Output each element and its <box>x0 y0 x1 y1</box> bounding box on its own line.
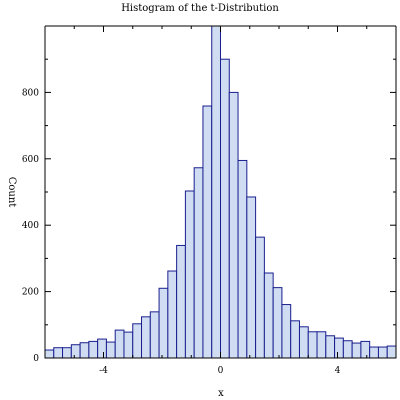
histogram-bar-3 <box>70 344 81 359</box>
histogram-bar-9 <box>123 331 134 359</box>
histogram-bar-2 <box>62 347 72 359</box>
axes-group: -4 0 4 0 200 400 600 800 <box>22 25 397 376</box>
chart-title: Histogram of the t-Distribution <box>121 3 279 14</box>
y-tick-label: 400 <box>22 221 39 231</box>
histogram-bar-13 <box>158 287 169 359</box>
histogram-bar-10 <box>132 323 143 359</box>
histogram-bar-1 <box>53 347 64 359</box>
histogram-bar-5 <box>88 340 99 359</box>
y-tick-label: 200 <box>22 288 39 298</box>
histogram-bar-26 <box>272 287 283 359</box>
histogram-bar-34 <box>342 340 353 359</box>
y-tick-label: 600 <box>22 155 39 165</box>
histogram-bar-38 <box>377 346 388 359</box>
histogram-bar-36 <box>360 340 371 359</box>
histogram-bar-12 <box>149 311 160 359</box>
x-axis-label: x <box>218 388 224 399</box>
histogram-bar-25 <box>263 272 274 359</box>
bars-group <box>44 25 397 359</box>
histogram-bar-27 <box>281 304 292 359</box>
x-tick-label: -4 <box>99 366 108 376</box>
y-tick-label: 800 <box>22 88 39 98</box>
histogram-bar-31 <box>316 331 327 359</box>
histogram-bar-11 <box>141 316 151 359</box>
histogram-bar-7 <box>105 341 116 359</box>
histogram-bar-8 <box>114 329 125 359</box>
histogram-bar-23 <box>246 196 257 359</box>
histogram-bar-30 <box>307 331 318 359</box>
histogram-bar-28 <box>290 320 300 359</box>
histogram-bar-16 <box>184 190 195 359</box>
histogram-bar-17 <box>193 167 204 359</box>
histogram-bar-29 <box>298 326 309 359</box>
histogram-bar-0 <box>44 349 55 359</box>
histogram-bar-22 <box>237 159 248 359</box>
histogram-bar-4 <box>79 342 90 359</box>
histogram-bar-37 <box>369 346 379 359</box>
x-tick-label: 4 <box>335 366 341 376</box>
histogram-bar-6 <box>97 338 107 359</box>
histogram-bar-32 <box>325 335 336 359</box>
histogram-bar-21 <box>228 91 239 359</box>
y-axis-label: Count <box>6 177 17 208</box>
histogram-bar-15 <box>176 244 186 359</box>
histogram-bar-19 <box>211 25 221 359</box>
histogram-bar-39 <box>386 345 397 359</box>
y-tick-label: 0 <box>33 354 39 364</box>
histogram-bar-24 <box>255 236 265 359</box>
histogram-bar-35 <box>351 342 362 359</box>
x-tick-label: 0 <box>218 366 224 376</box>
histogram-bar-33 <box>334 337 344 359</box>
histogram-bar-20 <box>220 58 230 359</box>
histogram-bar-14 <box>167 270 178 359</box>
histogram-bar-18 <box>202 105 213 359</box>
